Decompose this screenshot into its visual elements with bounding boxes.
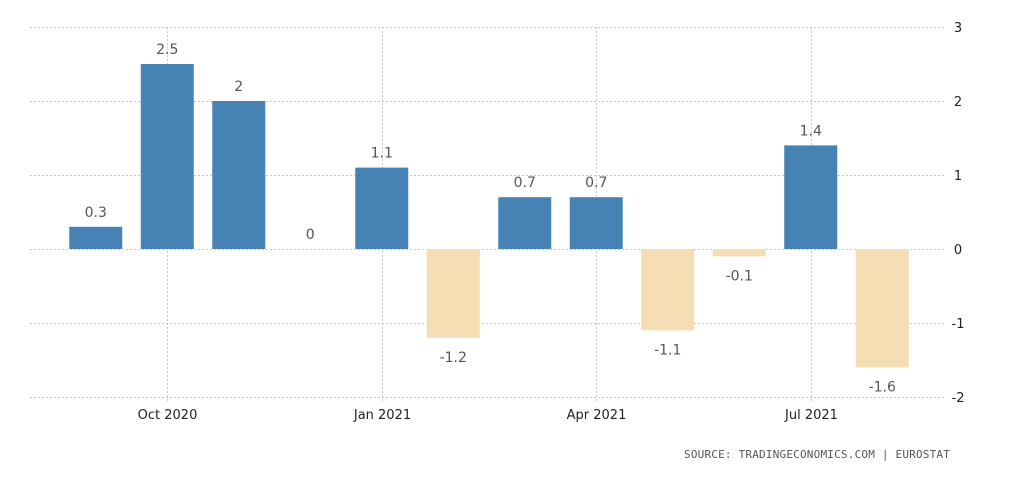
x-tick-label: Oct 2020 xyxy=(138,408,198,423)
data-label: -1.6 xyxy=(869,379,896,395)
x-tick-label: Apr 2021 xyxy=(567,408,627,423)
y-tick-label: 1 xyxy=(954,169,962,184)
y-tick-label: -1 xyxy=(952,317,965,332)
bar xyxy=(69,226,123,249)
source-note: SOURCE: TRADINGECONOMICS.COM | EUROSTAT xyxy=(684,448,951,461)
data-label: -1.2 xyxy=(440,350,467,366)
bar xyxy=(641,249,695,331)
data-label: 0.7 xyxy=(585,175,607,191)
data-label: 2 xyxy=(234,79,243,95)
x-tick-label: Jan 2021 xyxy=(353,408,411,423)
data-label: 0.3 xyxy=(85,205,107,221)
bar xyxy=(355,167,409,249)
bar xyxy=(784,145,838,249)
label-layer: 0.3 2.5 2 0 1.1 -1.2 0.7 0.7 -1.1 -0.1 1.4 -1.6 xyxy=(85,42,896,395)
y-tick-label: 2 xyxy=(954,95,962,110)
bar xyxy=(712,249,766,257)
axis-layer: 3 2 1 0 -1 -2 Oct 2020 Jan 2021 Apr 2021 Jul 2021 xyxy=(138,21,965,423)
data-label: -1.1 xyxy=(654,342,681,358)
bar xyxy=(212,101,266,249)
data-label: 0.7 xyxy=(514,175,536,191)
data-label: 1.4 xyxy=(800,123,822,139)
data-label: 2.5 xyxy=(156,42,178,58)
bar xyxy=(855,249,909,368)
data-label: 0 xyxy=(306,227,315,243)
bar xyxy=(426,249,480,338)
data-label: 1.1 xyxy=(371,146,393,162)
bar xyxy=(498,197,552,249)
y-tick-label: 0 xyxy=(954,243,962,258)
data-label: -0.1 xyxy=(726,268,753,284)
bar-layer xyxy=(69,64,909,368)
bar xyxy=(140,64,194,249)
y-tick-label: 3 xyxy=(954,21,962,36)
bar xyxy=(569,197,623,249)
y-tick-label: -2 xyxy=(952,391,965,406)
x-tick-label: Jul 2021 xyxy=(784,408,838,423)
